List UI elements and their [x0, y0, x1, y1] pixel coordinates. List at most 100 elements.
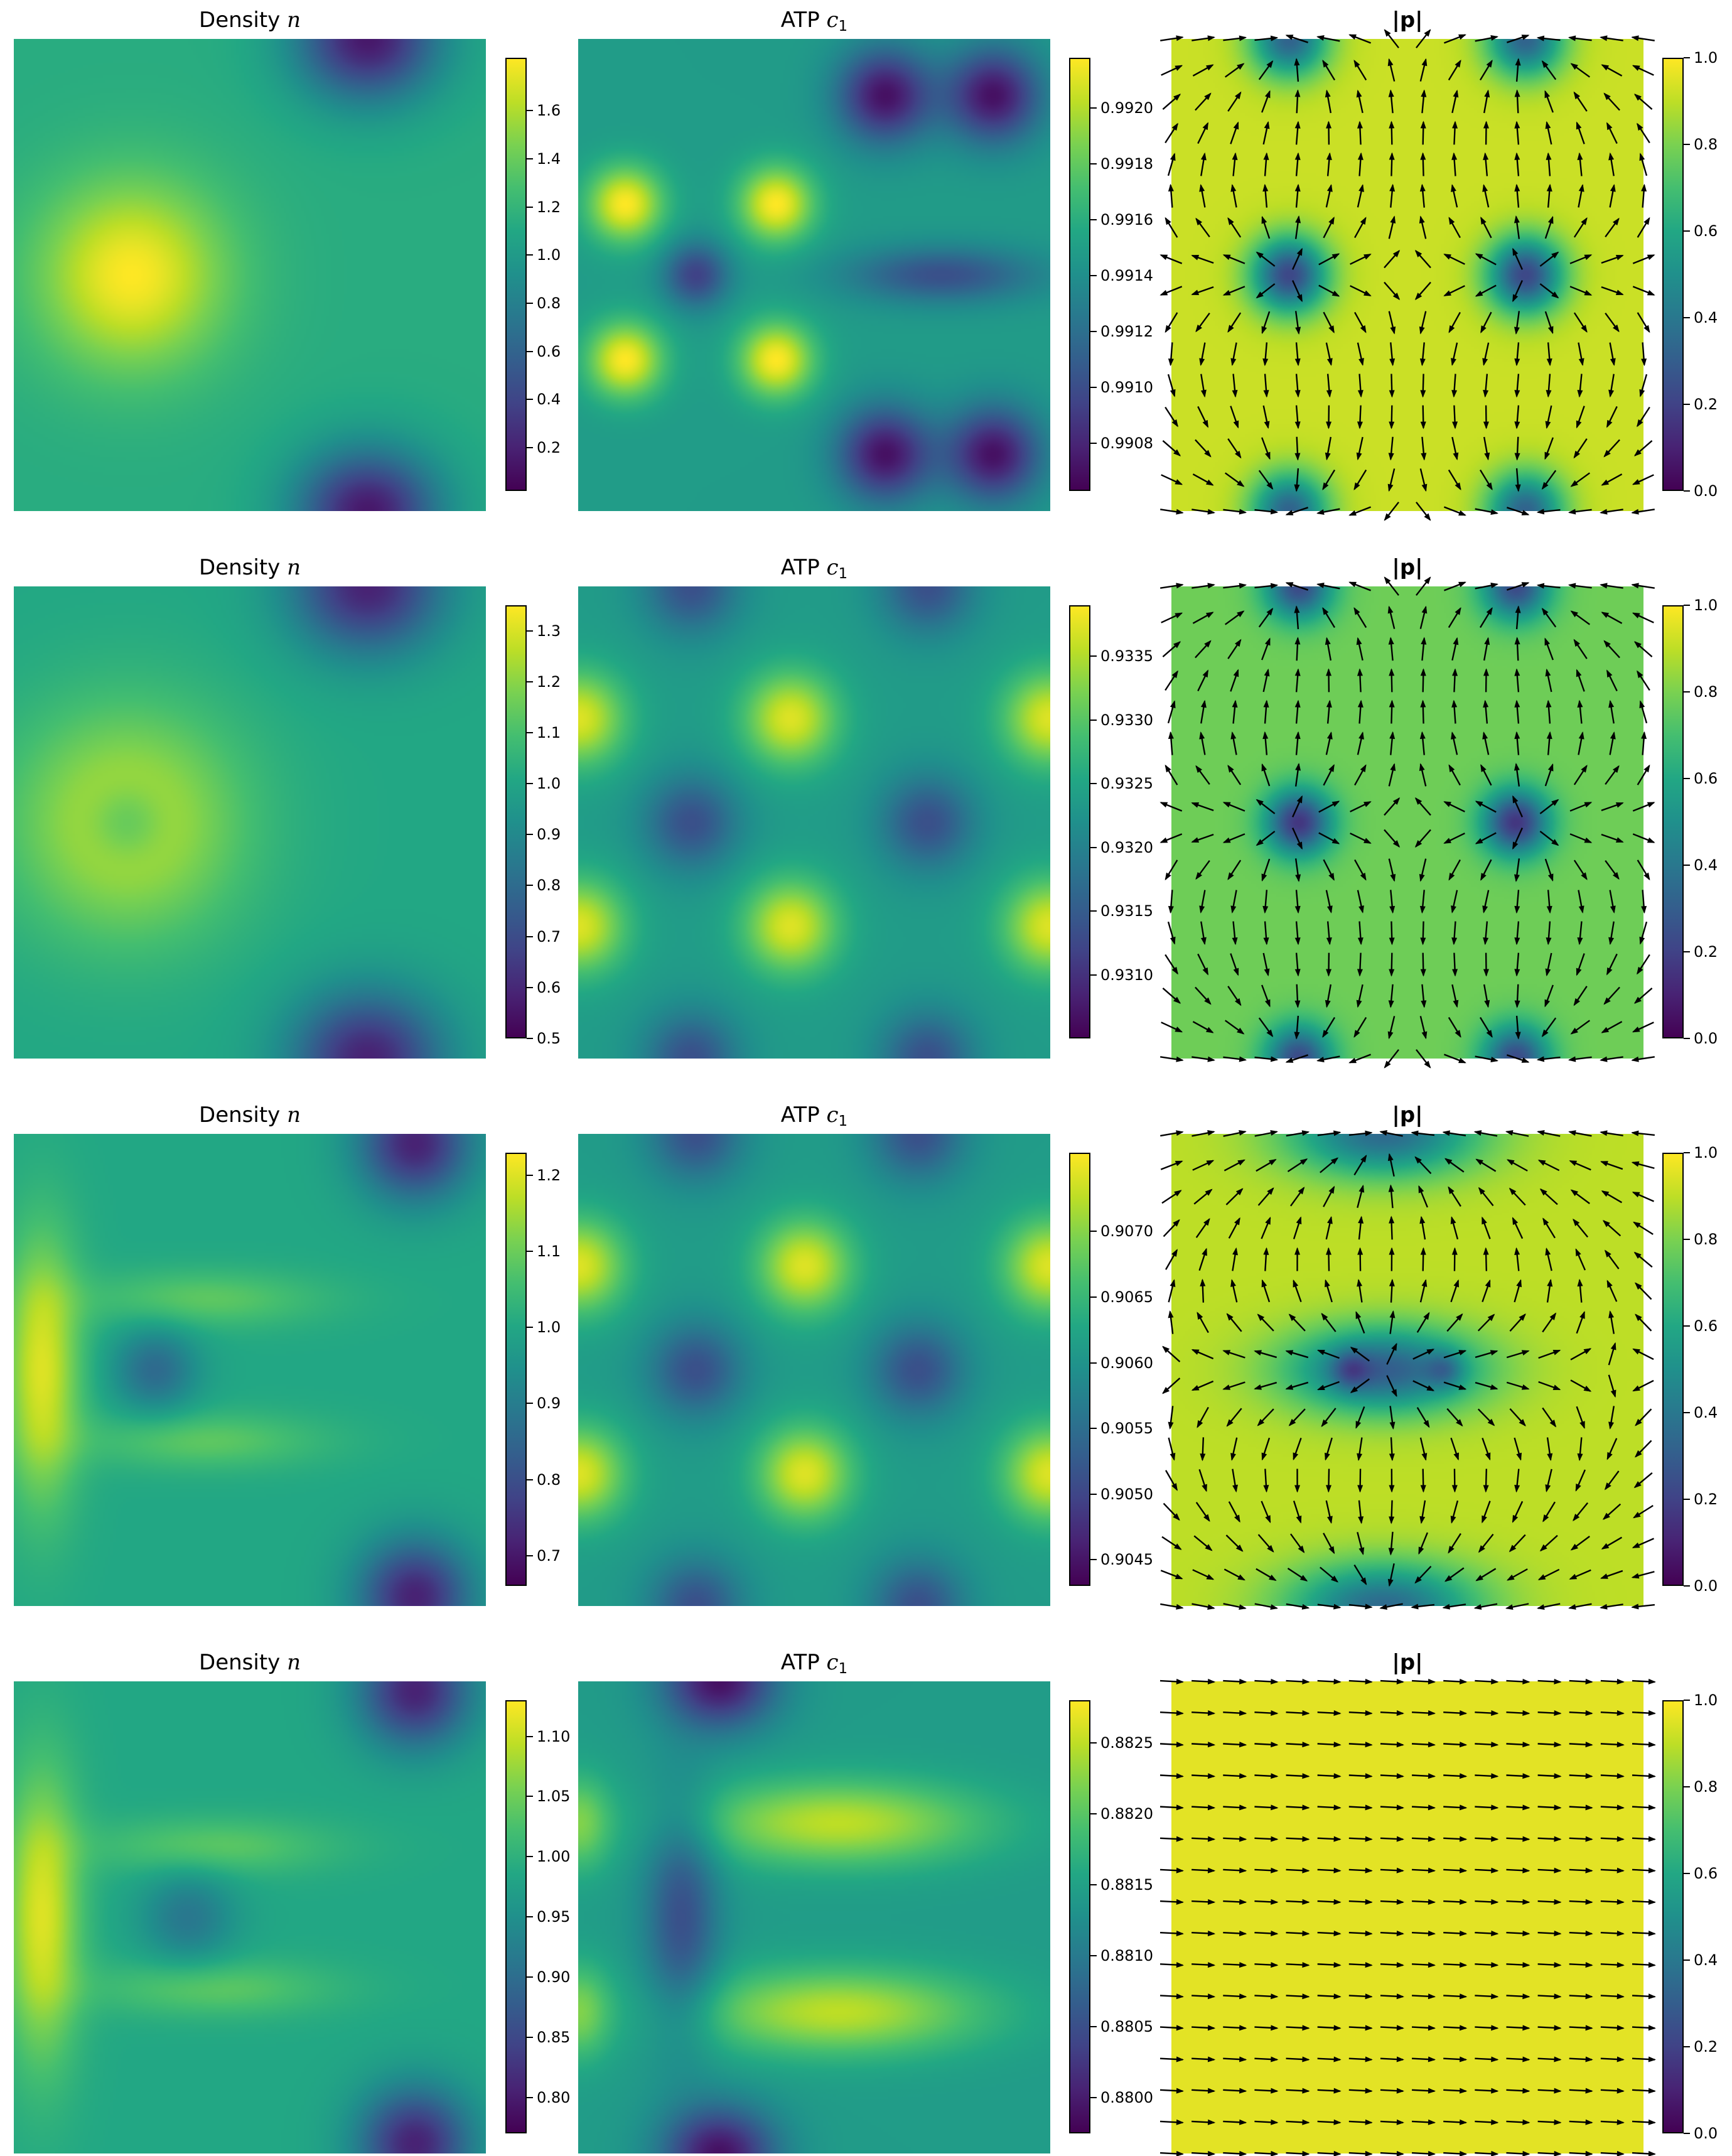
quiver-arrowhead: [1581, 217, 1588, 225]
colorbar-tick: [527, 935, 533, 937]
quiver-arrowhead: [1233, 420, 1239, 429]
quiver-arrowhead: [1536, 1056, 1545, 1062]
quiver-arrowhead: [1544, 90, 1551, 99]
quiver-arrowhead: [1420, 1485, 1426, 1493]
quiver-arrowhead: [1365, 2088, 1373, 2094]
quiver-arrowhead: [1459, 2025, 1468, 2031]
quiver-arrowhead: [1200, 1278, 1206, 1286]
quiver-arrowhead: [1388, 1000, 1394, 1008]
quiver-arrowhead: [1173, 449, 1181, 456]
quiver-arrowhead: [1392, 797, 1401, 805]
quiver-arrowhead: [1428, 1836, 1436, 1842]
quiver-arrowhead: [1379, 1604, 1387, 1610]
quiver-arrowhead: [1384, 29, 1391, 37]
quiver-arrowhead: [1265, 1216, 1271, 1225]
title-text: Density: [199, 1650, 281, 1675]
quiver-arrowhead: [1576, 121, 1582, 130]
quiver-arrowhead: [1227, 325, 1234, 333]
quiver-arrowhead: [1263, 152, 1269, 160]
title-text: |p|: [1392, 1650, 1423, 1675]
heatmap-image: [578, 39, 1050, 511]
quiver-arrowhead: [1237, 610, 1245, 618]
quiver-arrowhead: [1584, 289, 1593, 296]
quiver-arrowhead: [1233, 669, 1239, 677]
quiver-arrowhead: [1606, 1452, 1613, 1460]
quiver-arrowhead: [1171, 966, 1178, 975]
quiver-arrowhead: [1294, 699, 1301, 708]
quiver-arrowhead: [1585, 1710, 1593, 1717]
panel-title: Density n: [199, 1652, 301, 1673]
colorbar-tick-label: 0.6: [1694, 1317, 1718, 1335]
quiver-arrowhead: [1226, 1313, 1234, 1321]
colorbar-tick-label: 0.9065: [1100, 1288, 1153, 1306]
quiver-arrowhead: [1428, 1710, 1436, 1717]
quiver-arrowhead: [1261, 1279, 1267, 1288]
colorbar-tick: [527, 783, 533, 785]
quiver-arrowhead: [1301, 1130, 1310, 1136]
quiver-arrowhead: [1331, 253, 1340, 260]
colorbar: [1069, 1153, 1090, 1586]
colorbar-tick: [1684, 1412, 1690, 1413]
quiver-arrowhead: [1443, 801, 1451, 807]
quiver-arrowhead: [1202, 967, 1208, 976]
quiver-arrowhead: [1302, 2088, 1310, 2094]
quiver-arrowhead: [1328, 1546, 1335, 1555]
quiver-arrowhead: [1360, 325, 1367, 333]
quiver-arrowhead: [1633, 1512, 1641, 1519]
quiver-arrowhead: [1233, 968, 1239, 976]
colorbar-tick: [1090, 783, 1097, 785]
quiver-arrowhead: [1426, 1385, 1435, 1391]
quiver-arrowhead: [1443, 254, 1451, 260]
quiver-arrowhead: [1546, 937, 1552, 946]
quiver-arrowhead: [1348, 1057, 1357, 1064]
quiver-arrowhead: [1358, 1516, 1364, 1524]
quiver-arrowhead: [1207, 1773, 1216, 1779]
quiver-arrowhead: [1448, 217, 1455, 225]
quiver-arrowhead: [1483, 937, 1489, 946]
colorbar-tick: [1090, 107, 1097, 109]
quiver-arrowhead: [1545, 668, 1551, 677]
quiver-arrowhead: [1575, 1484, 1581, 1492]
quiver-arrowhead: [1616, 2150, 1625, 2156]
quiver-arrowhead: [1632, 1542, 1640, 1548]
quiver-arrowhead: [1197, 1420, 1203, 1428]
quiver-arrowhead: [1606, 1280, 1613, 1288]
quiver-arrowhead: [1226, 1419, 1234, 1427]
quiver-arrowhead: [1321, 1312, 1328, 1321]
quiver-arrowhead: [1173, 1513, 1180, 1521]
quiver-arrowhead: [1442, 1130, 1450, 1136]
quiver-arrowhead: [1165, 764, 1171, 773]
quiver-arrowhead: [1573, 639, 1581, 647]
quiver-arrowhead: [1176, 35, 1184, 41]
quiver-arrowhead: [1294, 89, 1301, 97]
quiver-arrowhead: [1202, 1248, 1207, 1256]
quiver-arrowhead: [1522, 1710, 1530, 1717]
quiver-arrowhead: [1585, 2119, 1593, 2125]
quiver-arrowhead: [1616, 2025, 1625, 2031]
quiver-arrowhead: [1643, 872, 1650, 881]
quiver-arrowhead: [1608, 152, 1615, 161]
quiver-arrowhead: [1473, 1604, 1482, 1610]
quiver-arrowhead: [1333, 1710, 1342, 1717]
quiver-arrowhead: [1585, 2056, 1593, 2062]
quiver-arrowhead: [1364, 838, 1372, 844]
quiver-arrowhead: [1546, 390, 1552, 398]
quiver-arrowhead: [1604, 1249, 1611, 1258]
quiver-arrowhead: [1204, 92, 1212, 100]
colorbar-tick: [1684, 1959, 1690, 1961]
quiver-arrowhead: [1491, 1804, 1499, 1811]
quiver-arrowhead: [1295, 762, 1301, 771]
quiver-arrowhead: [1633, 641, 1642, 649]
quiver-arrowhead: [1262, 731, 1269, 740]
quiver-arrowhead: [1256, 839, 1264, 846]
quiver-arrowhead: [1414, 797, 1423, 805]
quiver-arrowhead: [1522, 2025, 1530, 2031]
quiver-arrowhead: [1541, 60, 1549, 68]
quiver-arrowhead: [1600, 1056, 1608, 1062]
quiver-arrowhead: [1233, 121, 1239, 130]
quiver-arrowhead: [1205, 64, 1214, 71]
quiver-arrowhead: [1631, 1604, 1639, 1610]
quiver-arrowhead: [1515, 484, 1521, 492]
quiver-arrowhead: [1514, 152, 1520, 160]
quiver-arrowhead: [1358, 905, 1364, 914]
